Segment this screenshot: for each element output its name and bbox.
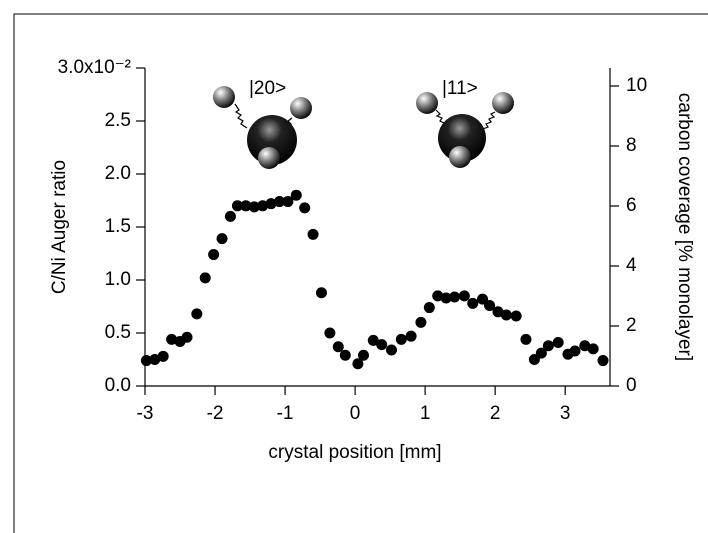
data-point [191, 308, 203, 320]
y2-tick-label: 10 [626, 75, 647, 96]
x-tick-label: 3 [560, 403, 571, 424]
data-point [597, 355, 609, 367]
y2-axis-label: carbon coverage [% monolayer] [674, 93, 695, 361]
x-tick-label: 2 [490, 403, 501, 424]
data-point [315, 287, 327, 299]
data-point [140, 355, 152, 367]
data-point [216, 233, 228, 245]
data-point [332, 341, 344, 353]
y-tick-label: 3.0x10⁻² [58, 57, 131, 78]
data-point [542, 340, 554, 352]
data-point [587, 343, 599, 355]
y-tick-label: 2.0 [105, 163, 131, 184]
y-tick-label: 0.5 [105, 322, 131, 343]
data-point [477, 293, 489, 305]
data-point [157, 350, 169, 362]
y2-tick-label: 0 [626, 375, 637, 396]
data-point [149, 354, 161, 365]
data-point [224, 210, 236, 222]
y-tick-label: 0.0 [105, 375, 131, 396]
data-point [248, 201, 260, 213]
y-axis-label: C/Ni Auger ratio [49, 160, 70, 294]
data-point [458, 290, 470, 302]
data-point [231, 200, 243, 212]
data-point [282, 196, 294, 208]
data-point [367, 334, 379, 346]
y2-tick-label: 2 [626, 315, 637, 336]
data-point [432, 290, 444, 302]
data-point [273, 196, 285, 208]
data-point [386, 344, 398, 356]
data-point [339, 349, 351, 361]
data-point [415, 316, 427, 328]
data-point [492, 306, 504, 318]
x-tick-label: -2 [207, 403, 224, 424]
molecule-icon [416, 92, 514, 168]
data-point [467, 297, 479, 309]
data-point [520, 333, 532, 345]
data-point [240, 200, 252, 212]
data-point [395, 333, 407, 345]
y2-tick-label: 6 [626, 195, 637, 216]
data-point [535, 347, 547, 359]
y-tick-label: 2.5 [105, 110, 131, 131]
annotation: |20> [249, 78, 286, 99]
data-point [166, 333, 178, 345]
x-axis-label: crystal position [mm] [268, 442, 441, 463]
data-point [405, 330, 417, 342]
frame [13, 13, 708, 533]
x-tick-label: 1 [420, 403, 431, 424]
data-point [299, 202, 311, 214]
data-point [199, 272, 211, 284]
data-point [528, 354, 540, 365]
x-tick-label: -3 [137, 403, 154, 424]
data-point [290, 189, 302, 201]
data-point [257, 200, 269, 212]
annotation: |11> [442, 78, 478, 99]
data-point [376, 339, 388, 351]
x-tick-label: -1 [277, 403, 294, 424]
data-point [208, 249, 220, 261]
data-point [552, 337, 564, 349]
data-point [484, 299, 496, 311]
data-point [500, 309, 512, 321]
data-point [324, 327, 336, 339]
data-point [440, 292, 452, 304]
y-tick-label: 1.5 [105, 216, 131, 237]
data-point [510, 310, 522, 322]
y2-tick-label: 8 [626, 135, 637, 156]
data-point [357, 349, 369, 361]
data-point [181, 331, 193, 343]
data-point [265, 198, 277, 210]
data-point [569, 345, 581, 357]
data-point [423, 302, 435, 314]
data-point [579, 340, 591, 352]
y2-tick-label: 4 [626, 255, 637, 276]
data-point [352, 358, 364, 370]
data-point [449, 291, 461, 303]
molecule-icon [213, 86, 312, 169]
x-tick-label: 0 [350, 403, 361, 424]
data-point [307, 228, 319, 240]
y-tick-label: 1.0 [105, 269, 131, 290]
